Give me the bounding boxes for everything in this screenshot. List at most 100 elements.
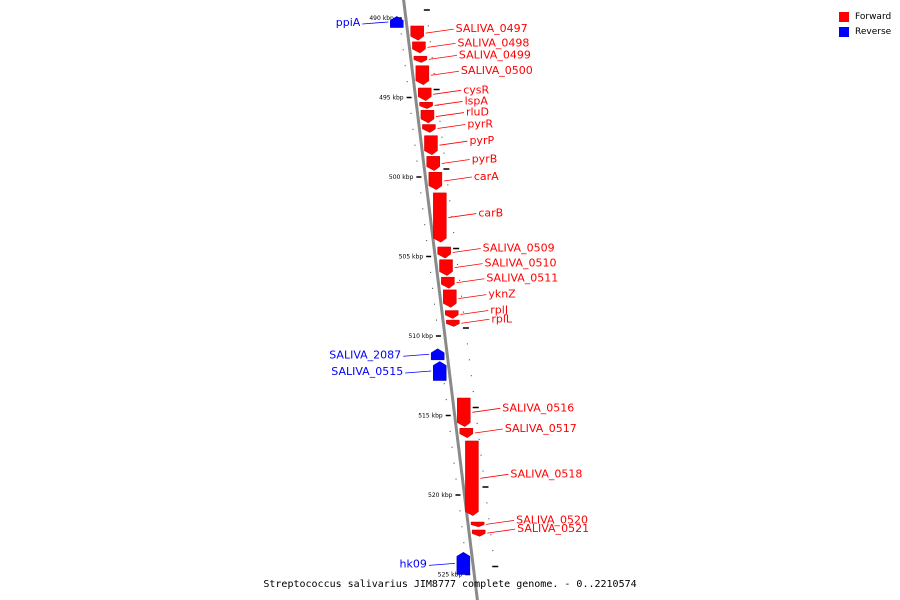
leader-line <box>435 112 465 117</box>
gene-arrow-pyrP[interactable] <box>424 135 438 156</box>
gene-label-SALIVA_0520[interactable]: SALIVA_0520 <box>516 513 588 526</box>
gene-label-SALIVA_0510[interactable]: SALIVA_0510 <box>485 257 557 270</box>
leader-line <box>434 101 463 106</box>
leader-line <box>441 159 470 164</box>
leader-line <box>452 248 481 253</box>
gene-label-pyrP[interactable]: pyrP <box>469 134 494 147</box>
gene-label-SALIVA_0518[interactable]: SALIVA_0518 <box>510 467 582 480</box>
gene-label-SALIVA_2087[interactable]: SALIVA_2087 <box>329 348 401 361</box>
gene-arrow-SALIVA_0517[interactable] <box>459 427 474 439</box>
tick-label: 525 kbp <box>438 572 463 579</box>
gene-label-SALIVA_0498[interactable]: SALIVA_0498 <box>457 36 529 49</box>
gene-arrow-lspA[interactable] <box>419 102 433 109</box>
leader-line <box>487 528 516 534</box>
gene-arrow-SALIVA_0497[interactable] <box>410 25 424 41</box>
gene-arrow-pyrR[interactable] <box>422 124 436 133</box>
gene-arrow-SALIVA_0498[interactable] <box>412 41 426 54</box>
gene-label-SALIVA_0521[interactable]: SALIVA_0521 <box>517 522 589 535</box>
gene-arrow-ppiA[interactable] <box>390 16 404 28</box>
legend-label-forward: Forward <box>855 11 892 22</box>
leader-line <box>427 43 456 48</box>
tick-label: 510 kbp <box>408 333 433 340</box>
tick-label: 490 kbp <box>369 15 394 22</box>
leader-line <box>439 140 468 146</box>
gene-label-lspA[interactable]: lspA <box>465 94 489 107</box>
legend-label-reverse: Reverse <box>855 26 892 37</box>
gene-arrow-hk09[interactable] <box>456 551 471 575</box>
gene-arrow-cysR[interactable] <box>417 87 432 101</box>
leader-line <box>486 520 515 525</box>
gene-arrow-SALIVA_0520[interactable] <box>470 521 485 528</box>
gene-arrow-SALIVA_0509[interactable] <box>437 246 451 259</box>
legend-item-reverse: Reverse <box>839 24 891 39</box>
leader-line <box>472 407 501 413</box>
gene-label-SALIVA_0500[interactable]: SALIVA_0500 <box>461 64 533 77</box>
leader-line <box>362 21 389 25</box>
reverse-swatch <box>839 26 849 37</box>
leader-line <box>443 176 472 182</box>
leader-line <box>425 28 454 34</box>
gene-label-cysR[interactable]: cysR <box>463 83 489 96</box>
forward-swatch <box>839 11 849 22</box>
leader-line <box>428 562 455 566</box>
leader-line <box>403 353 430 357</box>
gene-arrow-SALIVA_0499[interactable] <box>413 55 428 63</box>
gene-arrow-pyrB[interactable] <box>426 156 440 171</box>
legend-item-forward: Forward <box>839 9 891 24</box>
gene-arrow-rplL[interactable] <box>446 319 460 327</box>
gene-arrow-SALIVA_0516[interactable] <box>457 397 471 427</box>
axis-ticks: 490 kbp 495 kbp 500 kbp 505 kbp 510 kbp 515 k… <box>369 9 499 579</box>
gene-arrow-SALIVA_0518[interactable] <box>465 440 479 516</box>
genes <box>390 16 486 575</box>
gene-label-SALIVA_0497[interactable]: SALIVA_0497 <box>456 22 528 35</box>
leader-line <box>433 89 462 95</box>
tick-label: 505 kbp <box>399 254 424 261</box>
gene-label-pyrR[interactable]: pyrR <box>467 118 493 131</box>
gene-label-hk09[interactable]: hk09 <box>400 557 427 570</box>
leader-line <box>458 294 487 300</box>
gene-label-SALIVA_0511[interactable]: SALIVA_0511 <box>486 272 558 285</box>
gene-arrow-SALIVA_0515[interactable] <box>432 361 447 381</box>
leader-line <box>474 428 503 434</box>
tick-label: 520 kbp <box>428 492 453 499</box>
tick-label: 495 kbp <box>379 95 404 102</box>
leader-line <box>405 370 432 374</box>
gene-label-rluD[interactable]: rluD <box>466 106 489 119</box>
leader-line <box>428 54 457 60</box>
gene-label-SALIVA_0509[interactable]: SALIVA_0509 <box>483 242 555 255</box>
leader-line <box>456 278 485 284</box>
gene-arrow-yknZ[interactable] <box>443 289 457 308</box>
gene-arrow-rluD[interactable] <box>420 109 435 124</box>
gene-label-ppiA[interactable]: ppiA <box>336 16 361 29</box>
gene-label-SALIVA_0515[interactable]: SALIVA_0515 <box>331 365 403 378</box>
gene-label-carB[interactable]: carB <box>478 207 503 220</box>
legend: Forward Reverse <box>839 9 891 39</box>
gene-label-SALIVA_0499[interactable]: SALIVA_0499 <box>459 48 531 61</box>
gene-arrow-carB[interactable] <box>433 192 447 243</box>
leader-line <box>480 473 509 479</box>
gene-arrow-rplJ[interactable] <box>445 310 459 319</box>
gene-arrow-SALIVA_0510[interactable] <box>439 259 453 276</box>
gene-label-SALIVA_0517[interactable]: SALIVA_0517 <box>505 422 577 435</box>
gene-label-pyrB[interactable]: pyrB <box>472 152 498 165</box>
gene-label-yknZ[interactable]: yknZ <box>488 288 516 301</box>
gene-arrow-SALIVA_0511[interactable] <box>441 276 455 289</box>
leader-line <box>454 263 483 269</box>
leader-line <box>460 310 489 315</box>
gene-label-carA[interactable]: carA <box>474 170 499 183</box>
leader-line <box>448 213 477 218</box>
leader-line <box>461 318 490 324</box>
gene-label-rplJ[interactable]: rplJ <box>490 304 508 317</box>
gene-arrow-carA[interactable] <box>428 171 443 191</box>
gene-arrow-SALIVA_0521[interactable] <box>471 529 486 537</box>
leader-line <box>430 70 459 76</box>
gene-label-SALIVA_0516[interactable]: SALIVA_0516 <box>502 401 574 414</box>
genome-caption: Streptococcus salivarius JIM8777 complet… <box>263 579 637 590</box>
gene-arrow-SALIVA_2087[interactable] <box>430 348 445 361</box>
tick-label: 500 kbp <box>389 174 414 181</box>
tick-label: 515 kbp <box>418 413 443 420</box>
gene-arrow-SALIVA_0500[interactable] <box>415 65 430 86</box>
gene-label-rplL[interactable]: rplL <box>491 312 513 325</box>
